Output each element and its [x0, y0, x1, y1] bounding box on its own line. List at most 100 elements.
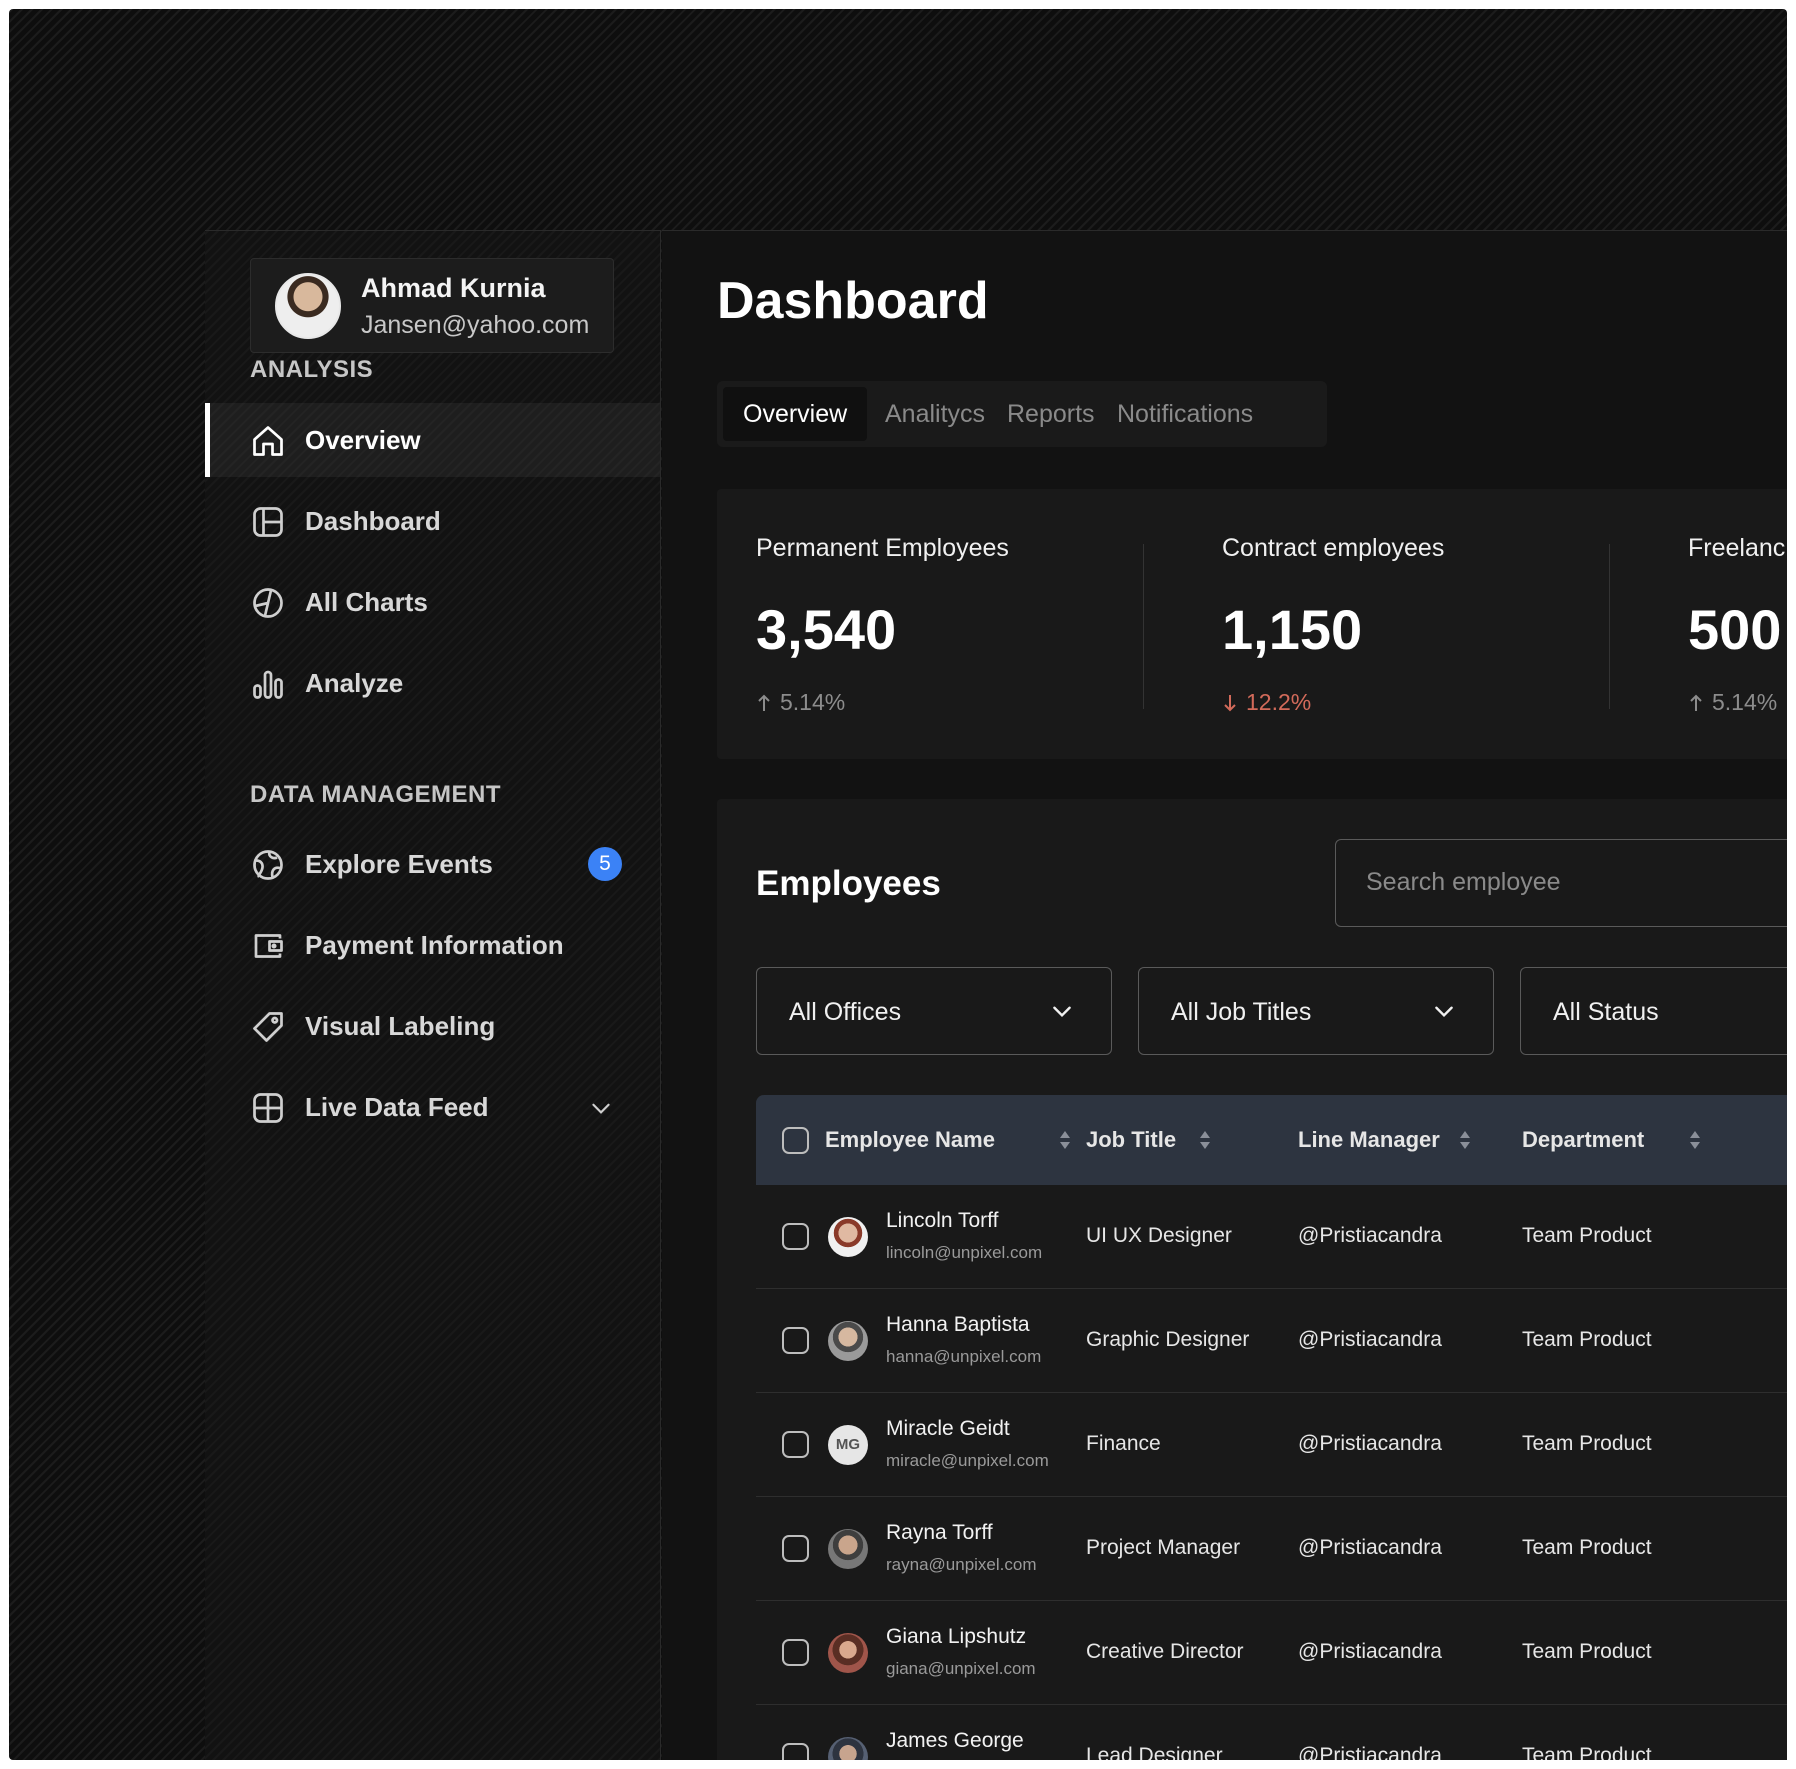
grid-icon — [253, 1093, 283, 1123]
filter-job-titles[interactable]: All Job Titles — [1138, 967, 1494, 1055]
arrow-up-icon — [1690, 694, 1702, 711]
filter-offices[interactable]: All Offices — [756, 967, 1112, 1055]
stat-label: Permanent Employees — [756, 534, 1009, 562]
row-checkbox[interactable] — [782, 1535, 809, 1562]
sidebar-item-label: Visual Labeling — [305, 1011, 496, 1041]
tab-notifications[interactable]: Notifications — [1117, 400, 1254, 428]
stat-divider — [1143, 544, 1144, 709]
line-manager-cell: @Pristiacandra — [1298, 1328, 1442, 1351]
row-checkbox[interactable] — [782, 1639, 809, 1666]
line-manager-cell: @Pristiacandra — [1298, 1432, 1442, 1455]
section-title-data-management: DATA MANAGEMENT — [250, 781, 502, 808]
sidebar-item-payment-information[interactable]: Payment Information — [205, 908, 660, 982]
profile-name: Ahmad Kurnia — [361, 273, 546, 303]
sort-icon[interactable] — [1059, 1130, 1071, 1150]
sidebar-item-label: Payment Information — [305, 930, 564, 960]
tab-overview[interactable]: Overview — [723, 387, 868, 441]
stat-contract-employees: Contract employees 1,150 12.2% — [1183, 489, 1653, 759]
stat-label: Contract employees — [1222, 534, 1445, 562]
table-header: Employee Name Job Title Line Manager Dep… — [756, 1095, 1796, 1185]
tag-icon — [253, 1012, 283, 1042]
profile-email: Jansen@yahoo.com — [361, 311, 590, 339]
table-row[interactable]: Rayna Torff rayna@unpixel.com Project Ma… — [756, 1497, 1796, 1601]
employee-name: Hanna Baptista — [886, 1313, 1030, 1336]
filter-status[interactable]: All Status — [1520, 967, 1796, 1055]
home-icon — [253, 426, 283, 456]
column-header-line-manager[interactable]: Line Manager — [1298, 1127, 1440, 1152]
employee-email: lincoln@unpixel.com — [886, 1243, 1043, 1262]
employee-email: giana@unpixel.com — [886, 1659, 1036, 1678]
row-checkbox[interactable] — [782, 1327, 809, 1354]
bar-chart-icon — [253, 670, 283, 699]
sidebar-item-dashboard[interactable]: Dashboard — [205, 484, 660, 558]
stat-change: 5.14% — [756, 689, 845, 716]
column-header-job-title[interactable]: Job Title — [1086, 1127, 1177, 1152]
user-profile-card[interactable]: Ahmad Kurnia Jansen@yahoo.com — [250, 258, 614, 353]
column-header-department[interactable]: Department — [1522, 1127, 1645, 1152]
stat-change-value: 5.14% — [780, 689, 846, 715]
tab-bar: Overview Analitycs Reports Notifications — [717, 381, 1327, 447]
sidebar-item-label: Overview — [305, 425, 421, 455]
column-header-employee-name[interactable]: Employee Name — [825, 1127, 995, 1152]
sort-icon[interactable] — [1199, 1130, 1211, 1150]
sidebar-item-label: Analyze — [305, 668, 404, 698]
filter-label: All Job Titles — [1171, 998, 1312, 1026]
arrow-up-icon — [758, 694, 770, 711]
tab-analytics[interactable]: Analitycs — [885, 400, 986, 428]
notification-badge: 5 — [588, 847, 622, 881]
wallet-icon — [254, 934, 283, 958]
employees-title: Employees — [756, 864, 941, 903]
avatar — [275, 273, 341, 339]
avatar — [828, 1217, 868, 1257]
sidebar-item-label: All Charts — [305, 587, 428, 617]
sidebar-item-overview[interactable]: Overview — [205, 403, 660, 477]
sidebar-item-explore-events[interactable]: Explore Events 5 — [205, 827, 660, 901]
job-title-cell: Project Manager — [1086, 1536, 1241, 1559]
chevron-down-icon[interactable] — [588, 1095, 614, 1121]
sidebar-item-analyze[interactable]: Analyze — [205, 646, 660, 720]
stat-divider — [1609, 544, 1610, 709]
sort-icon[interactable] — [1689, 1130, 1701, 1150]
row-checkbox[interactable] — [782, 1431, 809, 1458]
job-title-cell: Creative Director — [1086, 1640, 1244, 1663]
department-cell: Team Product — [1522, 1224, 1652, 1247]
stat-change: 12.2% — [1222, 689, 1311, 716]
sidebar: Ahmad Kurnia Jansen@yahoo.com ANALYSIS O… — [205, 230, 661, 1769]
job-title-cell: UI UX Designer — [1086, 1224, 1232, 1247]
employee-email: rayna@unpixel.com — [886, 1555, 1037, 1574]
employees-card: Employees All Offices All Job Titles All… — [717, 799, 1796, 1769]
tab-reports[interactable]: Reports — [1007, 400, 1095, 428]
chevron-down-icon — [1435, 1006, 1453, 1018]
sidebar-item-label: Dashboard — [305, 506, 441, 536]
table-row[interactable]: Hanna Baptista hanna@unpixel.com Graphic… — [756, 1289, 1796, 1393]
chevron-down-icon — [1053, 1006, 1071, 1018]
outer-margin-top — [0, 0, 1796, 9]
select-all-checkbox[interactable] — [782, 1127, 809, 1154]
sidebar-item-live-data-feed[interactable]: Live Data Feed — [205, 1070, 660, 1144]
layout-icon — [253, 507, 283, 537]
table-row[interactable]: MG Miracle Geidt miracle@unpixel.com Fin… — [756, 1393, 1796, 1497]
employee-email: hanna@unpixel.com — [886, 1347, 1042, 1366]
stat-value: 3,540 — [756, 598, 897, 661]
stat-label: Freelanc — [1688, 534, 1786, 562]
employee-email: miracle@unpixel.com — [886, 1451, 1049, 1470]
outer-margin-right — [1787, 0, 1796, 1769]
row-checkbox[interactable] — [782, 1223, 809, 1250]
outer-margin-bottom — [0, 1760, 1796, 1769]
sidebar-item-all-charts[interactable]: All Charts — [205, 565, 660, 639]
line-manager-cell: @Pristiacandra — [1298, 1224, 1442, 1247]
employee-name: James George — [886, 1729, 1024, 1752]
employee-name: Giana Lipshutz — [886, 1625, 1027, 1648]
table-row[interactable]: Lincoln Torff lincoln@unpixel.com UI UX … — [756, 1185, 1796, 1289]
search-input[interactable] — [1366, 860, 1766, 904]
arrow-down-icon — [1224, 695, 1236, 712]
department-cell: Team Product — [1522, 1328, 1652, 1351]
search-box — [1335, 839, 1796, 927]
stat-change-value: 5.14% — [1712, 689, 1778, 715]
sort-icon[interactable] — [1459, 1130, 1471, 1150]
stat-freelance: Freelanc 500 5.14% — [1649, 489, 1796, 759]
main-content: Dashboard Overview Analitycs Reports Not… — [662, 230, 1796, 1769]
table-row[interactable]: Giana Lipshutz giana@unpixel.com Creativ… — [756, 1601, 1796, 1705]
page-title: Dashboard — [717, 272, 989, 330]
sidebar-item-visual-labeling[interactable]: Visual Labeling — [205, 989, 660, 1063]
